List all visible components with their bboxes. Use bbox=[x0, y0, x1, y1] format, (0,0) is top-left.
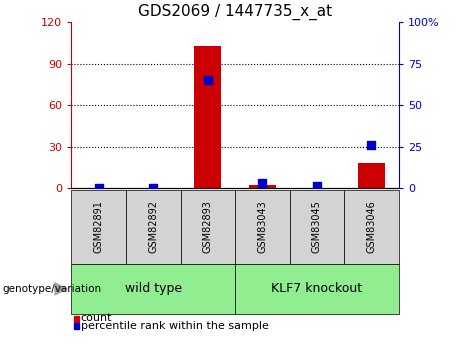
Point bbox=[368, 142, 375, 148]
Text: wild type: wild type bbox=[125, 283, 182, 295]
Text: GSM83045: GSM83045 bbox=[312, 200, 322, 253]
Text: GSM82892: GSM82892 bbox=[148, 200, 158, 253]
Point bbox=[259, 180, 266, 186]
Text: GSM83046: GSM83046 bbox=[366, 200, 377, 253]
Point bbox=[204, 78, 212, 83]
Text: KLF7 knockout: KLF7 knockout bbox=[272, 283, 362, 295]
Text: count: count bbox=[81, 314, 112, 323]
Text: genotype/variation: genotype/variation bbox=[2, 284, 101, 294]
Bar bbox=[358, 163, 385, 188]
Text: GSM82891: GSM82891 bbox=[94, 200, 104, 253]
Point bbox=[313, 184, 321, 189]
Text: percentile rank within the sample: percentile rank within the sample bbox=[81, 321, 269, 331]
Point bbox=[149, 185, 157, 191]
Title: GDS2069 / 1447735_x_at: GDS2069 / 1447735_x_at bbox=[138, 3, 332, 20]
Text: GSM83043: GSM83043 bbox=[257, 200, 267, 253]
Polygon shape bbox=[54, 282, 68, 296]
Text: GSM82893: GSM82893 bbox=[203, 200, 213, 253]
Bar bbox=[194, 46, 221, 188]
Bar bbox=[249, 185, 276, 188]
Point bbox=[95, 185, 102, 191]
